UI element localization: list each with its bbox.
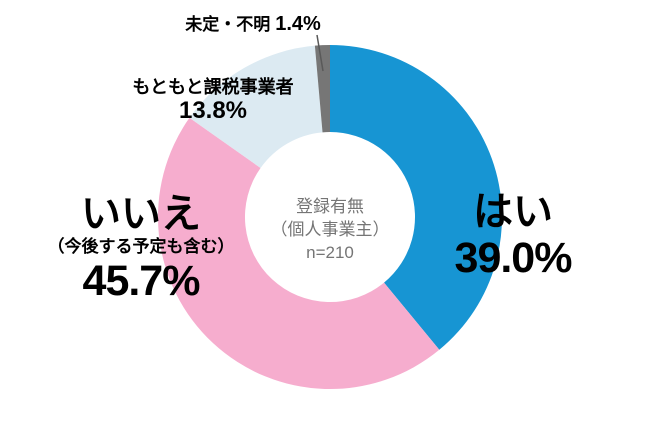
donut-center-label: 登録有無 （個人事業主） n=210: [271, 195, 390, 264]
label-motomoto-kazei: もともと課税事業者 13.8%: [132, 76, 293, 124]
donut-segment-iie: [157, 117, 440, 390]
iie-name: いいえ: [81, 192, 201, 236]
center-label-sample-size: n=210: [306, 243, 354, 262]
donut-segments: [157, 45, 503, 390]
label-hai: はい 39.0%: [454, 190, 573, 282]
iie-value: 45.7%: [82, 257, 201, 305]
leader-line-mitei-fumei: [316, 34, 324, 72]
hai-name: はい: [473, 190, 553, 234]
donut-segment-motomoto-kazei: [189, 45, 323, 168]
iie-subnote: （今後する予定も含む）: [47, 237, 235, 256]
hai-value: 39.0%: [454, 234, 573, 282]
mitei-fumei-name: 未定・不明: [185, 15, 271, 34]
label-iie: いいえ （今後する予定も含む） 45.7%: [48, 192, 235, 305]
label-mitei-fumei: 未定・不明 1.4%: [185, 13, 321, 36]
donut-segment-hai: [330, 45, 503, 350]
motomoto-kazei-value: 13.8%: [178, 97, 248, 124]
center-label-subtitle: （個人事業主）: [270, 220, 390, 239]
mitei-fumei-value: 1.4%: [275, 13, 321, 35]
center-label-title: 登録有無: [296, 197, 364, 216]
donut-segment-mitei-fumei: [314, 45, 330, 133]
motomoto-kazei-name: もともと課税事業者: [132, 77, 294, 97]
